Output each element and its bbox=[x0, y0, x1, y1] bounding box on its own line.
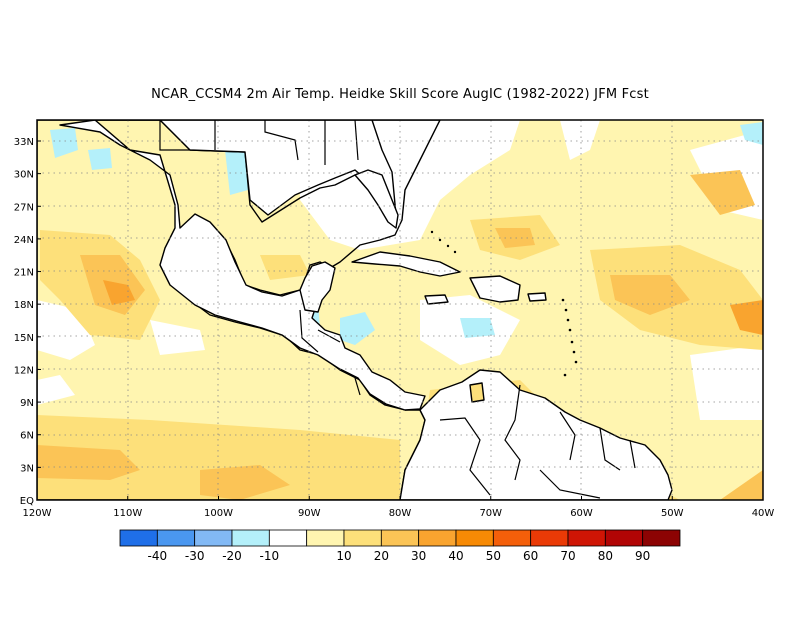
colorbar-swatch bbox=[604, 529, 644, 547]
colorbar-swatch bbox=[530, 529, 569, 547]
lon-tick-label: 90W bbox=[298, 508, 321, 519]
lon-tick-label: 110W bbox=[113, 508, 142, 519]
colorbar-label: 10 bbox=[336, 549, 351, 563]
colorbar-swatch bbox=[343, 529, 382, 547]
colorbar-label: 60 bbox=[523, 549, 538, 563]
colorbar-swatch bbox=[268, 529, 308, 547]
lon-tick-label: 100W bbox=[204, 508, 233, 519]
colorbar-swatch bbox=[119, 529, 158, 547]
colorbar-swatch bbox=[567, 529, 606, 547]
colorbar-swatch bbox=[418, 529, 457, 547]
lon-tick-label: 120W bbox=[23, 508, 52, 519]
lat-tick-label: 12N bbox=[14, 365, 34, 376]
lon-axis: 120W 110W 100W 90W 80W 70W 60W 50W 40W bbox=[23, 496, 775, 519]
lon-tick-label: 70W bbox=[479, 508, 502, 519]
colorbar-label: -20 bbox=[222, 549, 242, 563]
colorbar-label: 70 bbox=[560, 549, 575, 563]
lat-tick-label: 33N bbox=[14, 137, 34, 148]
lat-axis: EQ 3N 6N 9N 12N 15N 18N 21N 24N 27N 30N 33N bbox=[14, 137, 41, 507]
colorbar-swatch bbox=[380, 529, 420, 547]
lat-tick-label: 18N bbox=[14, 300, 34, 311]
colorbar: -40 -30 -20 -10 10 20 30 40 50 60 70 80 90 bbox=[119, 529, 681, 563]
skill-field bbox=[37, 120, 763, 500]
colorbar-swatch bbox=[642, 529, 681, 547]
lat-tick-label: 24N bbox=[14, 235, 34, 246]
lat-tick-label: 27N bbox=[14, 202, 34, 213]
map-title: NCAR_CCSM4 2m Air Temp. Heidke Skill Sco… bbox=[151, 87, 649, 102]
colorbar-swatch bbox=[194, 529, 233, 547]
colorbar-label: 30 bbox=[411, 549, 426, 563]
lat-tick-label: 3N bbox=[20, 463, 34, 474]
colorbar-label: 90 bbox=[635, 549, 650, 563]
lat-tick-label: 15N bbox=[14, 333, 34, 344]
colorbar-swatch bbox=[455, 529, 494, 547]
lat-tick-label: 6N bbox=[20, 431, 34, 442]
colorbar-swatch bbox=[492, 529, 532, 547]
colorbar-label: 50 bbox=[486, 549, 501, 563]
colorbar-label: 80 bbox=[598, 549, 613, 563]
colorbar-swatch bbox=[156, 529, 196, 547]
colorbar-label: -40 bbox=[148, 549, 168, 563]
colorbar-label: 20 bbox=[374, 549, 389, 563]
lon-tick-label: 40W bbox=[752, 508, 775, 519]
lat-tick-label: 21N bbox=[14, 268, 34, 279]
lat-tick-label: EQ bbox=[20, 496, 34, 507]
lon-tick-label: 80W bbox=[389, 508, 412, 519]
colorbar-label: 40 bbox=[448, 549, 463, 563]
lat-tick-label: 30N bbox=[14, 170, 34, 181]
lat-tick-label: 9N bbox=[20, 398, 34, 409]
lon-tick-label: 50W bbox=[661, 508, 684, 519]
colorbar-swatch bbox=[231, 529, 270, 547]
colorbar-swatch bbox=[306, 529, 345, 547]
colorbar-label: -10 bbox=[260, 549, 280, 563]
colorbar-label: -30 bbox=[185, 549, 205, 563]
lon-tick-label: 60W bbox=[570, 508, 593, 519]
